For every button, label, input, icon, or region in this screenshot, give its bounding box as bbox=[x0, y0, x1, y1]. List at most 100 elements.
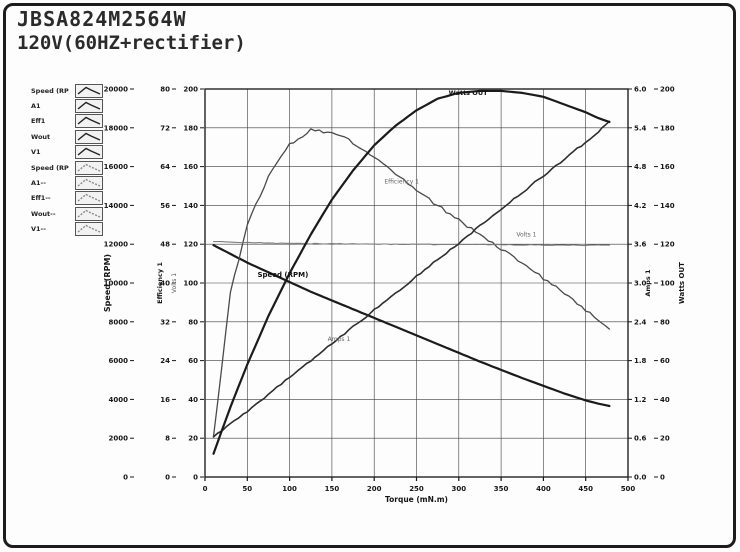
svg-text:8000: 8000 bbox=[109, 318, 129, 326]
svg-text:450: 450 bbox=[578, 485, 593, 493]
legend-item: Eff1-- bbox=[31, 191, 103, 206]
svg-text:4.2: 4.2 bbox=[634, 202, 647, 210]
legend-item-label: V1-- bbox=[31, 225, 46, 234]
svg-text:160: 160 bbox=[183, 163, 198, 171]
axis-title: Watts OUT bbox=[678, 262, 686, 304]
svg-text:10000: 10000 bbox=[104, 280, 128, 288]
svg-text:18000: 18000 bbox=[104, 124, 128, 132]
legend-item: V1 bbox=[31, 145, 103, 160]
svg-text:80: 80 bbox=[188, 318, 198, 326]
svg-text:72: 72 bbox=[160, 124, 170, 132]
legend-item: A1 bbox=[31, 98, 103, 114]
x-axis-title: Torque (mN.m) bbox=[385, 495, 448, 504]
svg-text:32: 32 bbox=[160, 318, 170, 326]
axis-title: Volts 1 bbox=[171, 273, 178, 293]
svg-text:200: 200 bbox=[183, 86, 198, 94]
svg-text:200: 200 bbox=[367, 485, 382, 493]
svg-text:40: 40 bbox=[188, 396, 198, 404]
series-volts bbox=[212, 241, 610, 247]
curve-label: Amps 1 bbox=[328, 336, 351, 343]
svg-text:6.0: 6.0 bbox=[634, 86, 647, 94]
svg-text:6000: 6000 bbox=[109, 357, 129, 365]
legend-item: Wout bbox=[31, 129, 103, 144]
svg-text:16000: 16000 bbox=[104, 163, 128, 171]
legend-item: Eff1 bbox=[31, 114, 103, 129]
svg-text:3.0: 3.0 bbox=[634, 280, 647, 288]
legend-item-label: A1-- bbox=[31, 179, 46, 188]
svg-text:180: 180 bbox=[660, 124, 675, 132]
legend-item: Speed (RP bbox=[31, 83, 103, 98]
legend-item: Speed (RP bbox=[31, 160, 103, 175]
svg-text:140: 140 bbox=[660, 202, 675, 210]
curve-label: Watts OUT bbox=[449, 89, 488, 97]
svg-text:14000: 14000 bbox=[104, 202, 128, 210]
svg-text:0.6: 0.6 bbox=[634, 435, 647, 443]
legend-swatch-icon bbox=[75, 145, 103, 160]
svg-text:48: 48 bbox=[160, 241, 170, 249]
svg-text:0: 0 bbox=[193, 474, 198, 482]
legend-item: A1-- bbox=[31, 175, 103, 191]
series-eff bbox=[212, 128, 611, 438]
svg-text:56: 56 bbox=[160, 202, 170, 210]
curve-label: Speed (RPM) bbox=[257, 271, 308, 279]
legend-item-label: Eff1 bbox=[31, 117, 46, 126]
svg-text:40: 40 bbox=[160, 280, 170, 288]
legend-item-label: Eff1-- bbox=[31, 194, 51, 203]
svg-text:150: 150 bbox=[325, 485, 340, 493]
legend-item-label: V1 bbox=[31, 148, 41, 157]
model-number: JBSA824M2564W bbox=[17, 7, 187, 31]
svg-text:16: 16 bbox=[160, 396, 170, 404]
legend-swatch-icon bbox=[75, 222, 103, 237]
svg-text:120: 120 bbox=[660, 241, 675, 249]
svg-text:300: 300 bbox=[451, 485, 466, 493]
axis-tick-labels: 0200040006000800010000120001400016000180… bbox=[104, 86, 675, 494]
legend: Speed (RP A1 Eff1 Wout V1 Speed (RP A1-- Eff1--… bbox=[31, 83, 103, 237]
svg-text:60: 60 bbox=[660, 357, 670, 365]
svg-text:0: 0 bbox=[123, 474, 128, 482]
legend-swatch-icon bbox=[75, 129, 103, 144]
legend-swatch-icon bbox=[75, 160, 103, 175]
legend-swatch-icon bbox=[75, 206, 103, 221]
legend-item: V1-- bbox=[31, 222, 103, 237]
svg-text:60: 60 bbox=[188, 357, 198, 365]
svg-text:0: 0 bbox=[660, 474, 665, 482]
svg-text:180: 180 bbox=[183, 124, 198, 132]
svg-text:140: 140 bbox=[183, 202, 198, 210]
legend-swatch-icon bbox=[75, 99, 103, 114]
svg-text:50: 50 bbox=[242, 485, 252, 493]
svg-text:0.0: 0.0 bbox=[634, 474, 647, 482]
svg-text:1.8: 1.8 bbox=[634, 357, 647, 365]
legend-item-label: A1 bbox=[31, 102, 41, 111]
svg-text:500: 500 bbox=[621, 485, 636, 493]
svg-text:5.4: 5.4 bbox=[634, 124, 647, 132]
legend-item: Wout-- bbox=[31, 206, 103, 221]
axis-title: Amps 1 bbox=[644, 269, 652, 297]
legend-item-label: Wout bbox=[31, 132, 51, 141]
svg-text:1.2: 1.2 bbox=[634, 396, 647, 404]
svg-text:40: 40 bbox=[660, 396, 670, 404]
svg-text:100: 100 bbox=[660, 280, 675, 288]
svg-text:80: 80 bbox=[660, 318, 670, 326]
svg-text:80: 80 bbox=[160, 86, 170, 94]
legend-item-label: Speed (RP bbox=[31, 163, 69, 172]
svg-text:64: 64 bbox=[160, 163, 170, 171]
svg-text:400: 400 bbox=[536, 485, 551, 493]
legend-item-label: Speed (RP bbox=[31, 86, 69, 95]
axis-title: Speed (RPM) bbox=[103, 254, 112, 312]
legend-swatch-icon bbox=[75, 191, 103, 206]
svg-text:200: 200 bbox=[660, 86, 675, 94]
legend-item-label: Wout-- bbox=[31, 209, 56, 218]
svg-text:250: 250 bbox=[409, 485, 424, 493]
legend-swatch-icon bbox=[75, 114, 103, 129]
svg-text:350: 350 bbox=[494, 485, 509, 493]
svg-text:3.6: 3.6 bbox=[634, 241, 647, 249]
svg-text:20000: 20000 bbox=[104, 86, 128, 94]
grid bbox=[204, 88, 629, 478]
curve-label: Volts 1 bbox=[516, 231, 536, 238]
svg-text:120: 120 bbox=[183, 241, 198, 249]
series-watts bbox=[212, 89, 611, 455]
svg-text:2.4: 2.4 bbox=[634, 318, 647, 326]
svg-text:2000: 2000 bbox=[109, 435, 129, 443]
